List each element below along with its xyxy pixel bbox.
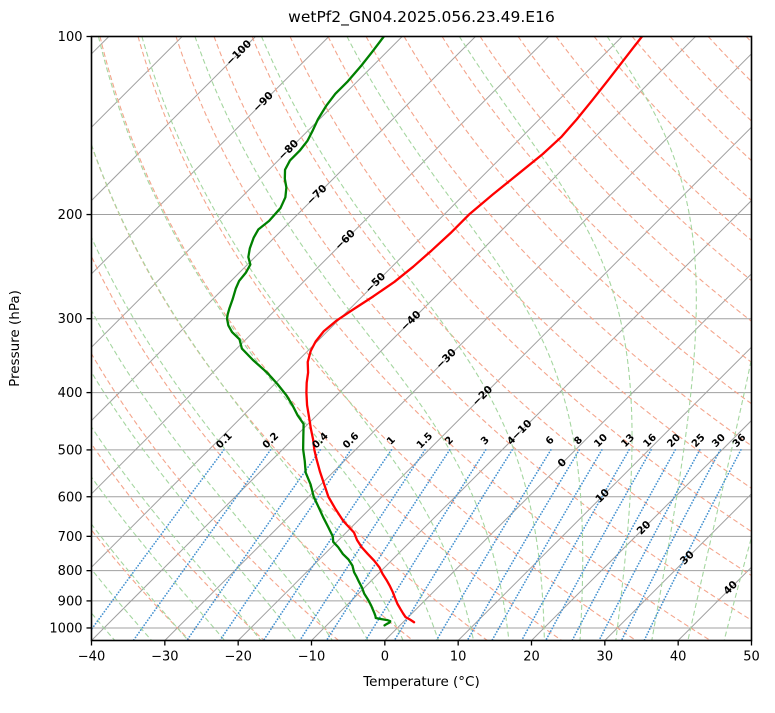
y-tick-label: 800	[58, 564, 83, 579]
y-tick-label: 1000	[49, 621, 82, 636]
x-tick-label: 0	[381, 650, 389, 665]
y-tick-label: 600	[58, 490, 83, 505]
x-tick-label: 10	[450, 650, 467, 665]
y-tick-label: 500	[58, 443, 83, 458]
x-tick-label: −30	[151, 650, 178, 665]
x-tick-label: 50	[743, 650, 760, 665]
y-axis-label: Pressure (hPa)	[7, 290, 23, 387]
x-tick-label: −40	[78, 650, 105, 665]
x-tick-label: 20	[523, 650, 540, 665]
y-tick-label: 400	[58, 386, 83, 401]
y-tick-label: 900	[58, 594, 83, 609]
x-tick-label: 30	[597, 650, 614, 665]
y-tick-label: 200	[58, 208, 83, 223]
x-tick-label: −10	[298, 650, 325, 665]
x-tick-label: 40	[670, 650, 687, 665]
x-tick-label: −20	[224, 650, 251, 665]
chart-title: wetPf2_GN04.2025.056.23.49.E16	[288, 8, 555, 27]
y-tick-label: 700	[58, 530, 83, 545]
y-tick-label: 300	[58, 312, 83, 327]
y-tick-label: 100	[58, 30, 83, 45]
x-axis-label: Temperature (°C)	[362, 674, 480, 690]
